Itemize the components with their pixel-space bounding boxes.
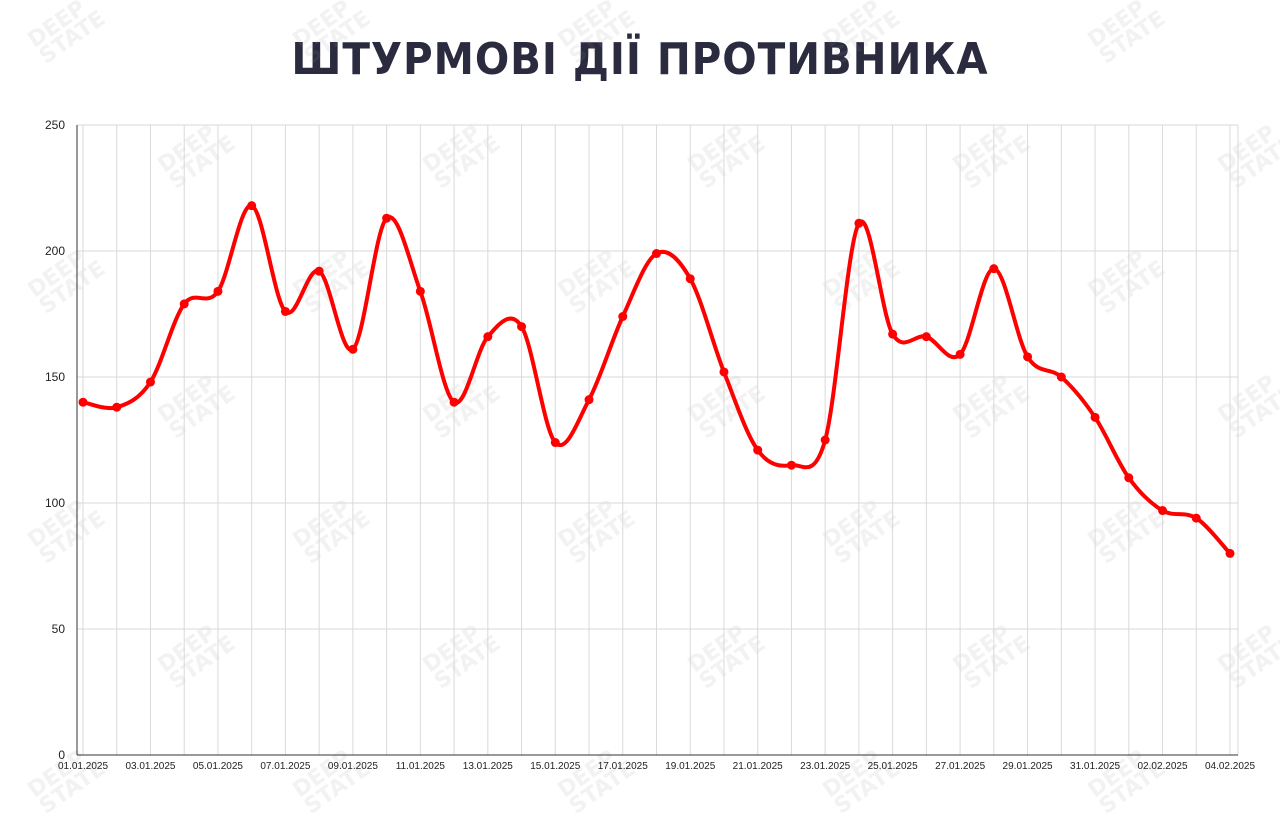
x-tick-label: 25.01.2025	[868, 761, 918, 772]
x-tick-label: 19.01.2025	[665, 761, 715, 772]
data-point	[584, 395, 594, 405]
x-tick-label: 07.01.2025	[260, 761, 310, 772]
data-point	[1056, 372, 1066, 382]
data-point	[921, 332, 931, 342]
x-tick-label: 02.02.2025	[1137, 761, 1187, 772]
data-point	[652, 249, 661, 259]
y-tick-label: 100	[45, 496, 65, 510]
data-point	[753, 445, 763, 455]
y-tick-label: 0	[58, 748, 65, 762]
x-tick-label: 31.01.2025	[1070, 761, 1120, 772]
series-line	[82, 203, 1232, 555]
x-tick-label: 03.01.2025	[125, 761, 175, 772]
data-point	[1225, 548, 1235, 558]
y-tick-label: 200	[45, 244, 65, 258]
chart-title: ШТУРМОВІ ДІЇ ПРОТИВНИКА	[291, 34, 989, 85]
data-point	[618, 312, 628, 322]
data-point	[517, 322, 527, 332]
data-point	[1158, 506, 1168, 516]
data-point	[888, 329, 898, 339]
data-point	[78, 397, 88, 407]
x-tick-label: 05.01.2025	[193, 761, 243, 772]
y-tick-label: 250	[45, 118, 65, 132]
data-point	[382, 213, 392, 223]
data-point	[112, 402, 122, 412]
data-point	[415, 286, 425, 296]
data-point	[820, 435, 830, 445]
x-tick-label: 29.01.2025	[1003, 761, 1053, 772]
data-point	[145, 377, 155, 387]
data-point	[854, 218, 864, 228]
data-point	[449, 397, 459, 407]
data-point	[1124, 473, 1134, 483]
data-point	[247, 201, 257, 211]
data-point	[483, 332, 493, 342]
data-point	[685, 274, 695, 284]
data-point	[1191, 513, 1201, 523]
data-point	[1023, 352, 1033, 362]
data-point	[348, 344, 358, 354]
x-tick-label: 27.01.2025	[935, 761, 985, 772]
x-tick-label: 21.01.2025	[733, 761, 783, 772]
x-tick-label: 11.01.2025	[396, 761, 446, 772]
data-point	[1090, 412, 1100, 422]
x-tick-label: 23.01.2025	[800, 761, 850, 772]
data-point	[213, 286, 223, 296]
y-tick-label: 50	[52, 622, 66, 636]
data-point	[786, 460, 796, 470]
y-tick-label: 150	[45, 370, 65, 384]
data-point	[955, 349, 965, 359]
x-tick-label: 01.01.2025	[58, 761, 108, 772]
data-point	[314, 266, 324, 276]
data-point	[280, 306, 290, 316]
data-point	[179, 299, 189, 309]
data-point	[550, 438, 560, 448]
data-point	[989, 264, 999, 274]
x-tick-label: 13.01.2025	[463, 761, 513, 772]
x-tick-label: 15.01.2025	[530, 761, 580, 772]
x-tick-label: 09.01.2025	[328, 761, 378, 772]
data-point	[719, 367, 729, 377]
x-tick-label: 17.01.2025	[598, 761, 648, 772]
x-tick-label: 04.02.2025	[1205, 761, 1255, 772]
